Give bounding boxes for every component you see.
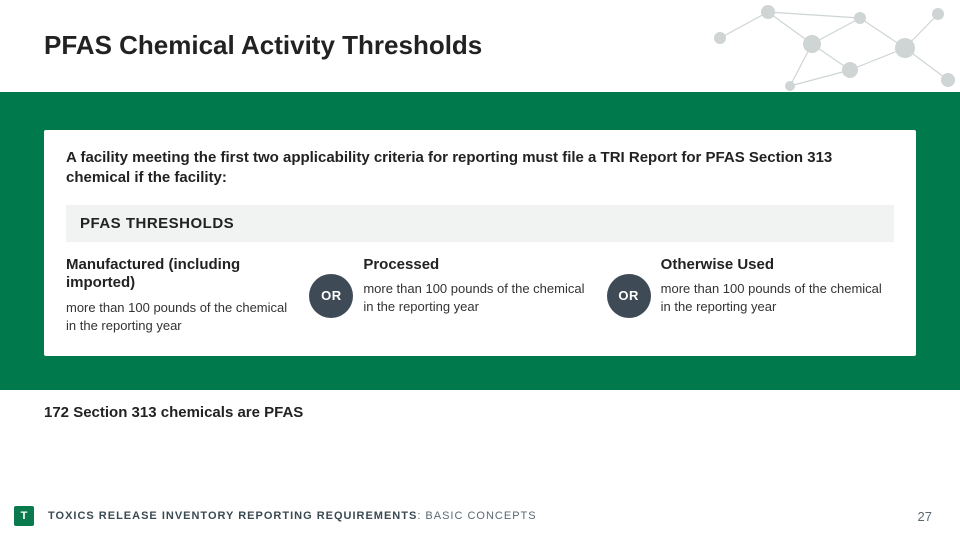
footer: T TOXICS RELEASE INVENTORY REPORTING REQ… — [0, 492, 960, 540]
col-body: more than 100 pounds of the chemical in … — [66, 299, 299, 334]
col-otherwise-used: Otherwise Used more than 100 pounds of t… — [661, 256, 894, 316]
section-header: PFAS THRESHOLDS — [66, 205, 894, 242]
col-body: more than 100 pounds of the chemical in … — [363, 280, 596, 315]
col-body: more than 100 pounds of the chemical in … — [661, 280, 894, 315]
intro-text: A facility meeting the first two applica… — [66, 148, 894, 189]
slide: PFAS Chemical Activity Thresholds A faci… — [0, 0, 960, 540]
footer-logo-icon: T — [14, 506, 34, 526]
footer-text: TOXICS RELEASE INVENTORY REPORTING REQUI… — [48, 510, 537, 522]
or-badge: OR — [607, 274, 651, 318]
separator: OR — [309, 256, 353, 318]
page-title: PFAS Chemical Activity Thresholds — [44, 30, 482, 61]
or-badge: OR — [309, 274, 353, 318]
content-card: A facility meeting the first two applica… — [44, 130, 916, 356]
col-title: Manufactured (including imported) — [66, 256, 299, 294]
col-title: Processed — [363, 256, 596, 275]
separator: OR — [607, 256, 651, 318]
threshold-columns: Manufactured (including imported) more t… — [66, 256, 894, 335]
page-number: 27 — [918, 509, 932, 524]
footer-text-rest: : BASIC CONCEPTS — [417, 510, 536, 522]
col-manufactured: Manufactured (including imported) more t… — [66, 256, 299, 335]
footer-text-strong: TOXICS RELEASE INVENTORY REPORTING REQUI… — [48, 510, 417, 522]
col-title: Otherwise Used — [661, 256, 894, 275]
col-processed: Processed more than 100 pounds of the ch… — [363, 256, 596, 316]
subline: 172 Section 313 chemicals are PFAS — [44, 404, 303, 421]
